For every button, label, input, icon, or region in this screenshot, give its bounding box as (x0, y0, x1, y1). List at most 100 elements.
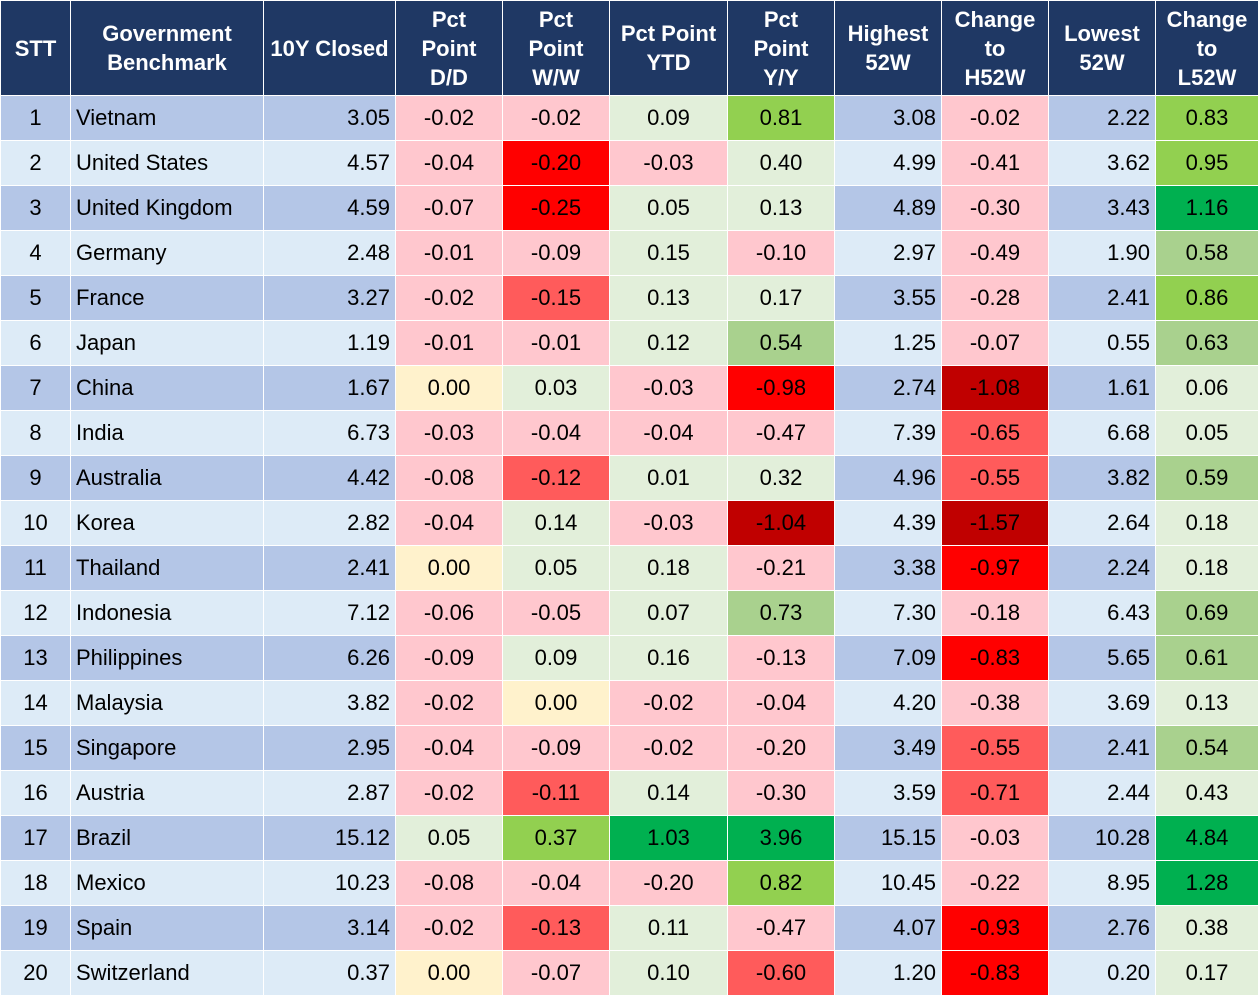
cell-country: Mexico (70, 860, 264, 906)
cell-stt: 15 (0, 725, 71, 771)
cell-change-to-l52w: 0.17 (1155, 950, 1259, 996)
cell-country: Malaysia (70, 680, 264, 726)
cell-country: Philippines (70, 635, 264, 681)
cell-highest-52w: 1.25 (834, 320, 942, 366)
cell-pct-point-ytd: -0.04 (609, 410, 728, 456)
cell-lowest-52w: 0.20 (1048, 950, 1156, 996)
cell-stt: 16 (0, 770, 71, 816)
cell-10y-closed: 15.12 (263, 815, 396, 861)
cell-pct-point-ww: -0.11 (502, 770, 610, 816)
cell-pct-point-dd: -0.08 (395, 455, 503, 501)
header-pct-point-ww: Pct Point W/W (502, 0, 610, 96)
cell-change-to-l52w: 0.95 (1155, 140, 1259, 186)
cell-change-to-l52w: 0.58 (1155, 230, 1259, 276)
cell-lowest-52w: 1.61 (1048, 365, 1156, 411)
table-row: 9 Australia 4.42 -0.08 -0.12 0.01 0.32 4.96 -0.5… (0, 455, 1259, 501)
cell-pct-point-yy: 0.40 (727, 140, 835, 186)
table-row: 13 Philippines 6.26 -0.09 0.09 0.16 -0.13 7.09-… (0, 635, 1259, 681)
cell-lowest-52w: 1.90 (1048, 230, 1156, 276)
cell-highest-52w: 1.20 (834, 950, 942, 996)
table-row: 15 Singapore 2.95 -0.04 -0.09 -0.02 -0.20 3.49-… (0, 725, 1259, 771)
cell-lowest-52w: 2.22 (1048, 95, 1156, 141)
cell-lowest-52w: 8.95 (1048, 860, 1156, 906)
cell-change-to-h52w: -0.28 (941, 275, 1049, 321)
cell-highest-52w: 3.49 (834, 725, 942, 771)
table-row: 10 Korea 2.82 -0.04 0.14 -0.03 -1.04 4.39 -1.57 2… (0, 500, 1259, 546)
cell-country: India (70, 410, 264, 456)
cell-10y-closed: 3.27 (263, 275, 396, 321)
cell-change-to-h52w: -0.55 (941, 455, 1049, 501)
table-row: 5 France 3.27 -0.02 -0.15 0.13 0.17 3.55 -0.28 2.… (0, 275, 1259, 321)
cell-pct-point-dd: 0.05 (395, 815, 503, 861)
cell-lowest-52w: 3.43 (1048, 185, 1156, 231)
table-row: 11 Thailand 2.41 0.00 0.05 0.18 -0.21 3.38 -0.97… (0, 545, 1259, 591)
cell-pct-point-yy: 0.32 (727, 455, 835, 501)
header-government-benchmark: Government Benchmark (70, 0, 264, 96)
cell-pct-point-ytd: 0.11 (609, 905, 728, 951)
cell-pct-point-yy: 0.13 (727, 185, 835, 231)
cell-stt: 11 (0, 545, 71, 591)
cell-stt: 5 (0, 275, 71, 321)
cell-highest-52w: 4.39 (834, 500, 942, 546)
cell-change-to-l52w: 0.69 (1155, 590, 1259, 636)
cell-pct-point-ww: -0.20 (502, 140, 610, 186)
table-row: 7 China 1.67 0.00 0.03 -0.03 -0.98 2.74 -1.08 1.6… (0, 365, 1259, 411)
cell-pct-point-dd: -0.02 (395, 680, 503, 726)
header-pct-point-yy: Pct Point Y/Y (727, 0, 835, 96)
cell-change-to-h52w: -0.97 (941, 545, 1049, 591)
header-stt: STT (0, 0, 71, 96)
header-row: STT Government Benchmark 10Y Closed Pct … (0, 0, 1259, 96)
cell-lowest-52w: 2.41 (1048, 725, 1156, 771)
cell-pct-point-ytd: -0.03 (609, 140, 728, 186)
cell-country: United States (70, 140, 264, 186)
cell-change-to-l52w: 0.38 (1155, 905, 1259, 951)
cell-pct-point-ww: -0.05 (502, 590, 610, 636)
cell-highest-52w: 3.08 (834, 95, 942, 141)
cell-country: Spain (70, 905, 264, 951)
cell-pct-point-ytd: 0.05 (609, 185, 728, 231)
cell-pct-point-yy: -0.21 (727, 545, 835, 591)
cell-pct-point-yy: -0.10 (727, 230, 835, 276)
cell-pct-point-ww: -0.02 (502, 95, 610, 141)
cell-lowest-52w: 6.68 (1048, 410, 1156, 456)
cell-stt: 8 (0, 410, 71, 456)
cell-pct-point-dd: 0.00 (395, 365, 503, 411)
cell-pct-point-ww: -0.25 (502, 185, 610, 231)
cell-change-to-h52w: -0.07 (941, 320, 1049, 366)
cell-lowest-52w: 6.43 (1048, 590, 1156, 636)
cell-lowest-52w: 3.82 (1048, 455, 1156, 501)
cell-pct-point-yy: -0.30 (727, 770, 835, 816)
cell-pct-point-yy: 0.17 (727, 275, 835, 321)
cell-change-to-h52w: -0.65 (941, 410, 1049, 456)
cell-pct-point-yy: -0.98 (727, 365, 835, 411)
cell-pct-point-ww: -0.04 (502, 410, 610, 456)
cell-stt: 4 (0, 230, 71, 276)
cell-lowest-52w: 2.44 (1048, 770, 1156, 816)
cell-pct-point-ww: 0.09 (502, 635, 610, 681)
cell-pct-point-ytd: -0.02 (609, 680, 728, 726)
table-row: 4 Germany 2.48 -0.01 -0.09 0.15 -0.10 2.97 -0.49… (0, 230, 1259, 276)
table-row: 12 Indonesia 7.12 -0.06 -0.05 0.07 0.73 7.30 -0.… (0, 590, 1259, 636)
header-lowest-52w: Lowest 52W (1048, 0, 1156, 96)
cell-country: Brazil (70, 815, 264, 861)
cell-highest-52w: 3.38 (834, 545, 942, 591)
cell-highest-52w: 4.99 (834, 140, 942, 186)
cell-10y-closed: 1.67 (263, 365, 396, 411)
cell-pct-point-yy: -0.47 (727, 410, 835, 456)
cell-country: Korea (70, 500, 264, 546)
cell-pct-point-dd: -0.03 (395, 410, 503, 456)
cell-10y-closed: 2.95 (263, 725, 396, 771)
cell-pct-point-dd: -0.04 (395, 725, 503, 771)
cell-highest-52w: 4.89 (834, 185, 942, 231)
cell-stt: 3 (0, 185, 71, 231)
header-10y-closed: 10Y Closed (263, 0, 396, 96)
cell-pct-point-dd: -0.08 (395, 860, 503, 906)
cell-change-to-h52w: -0.38 (941, 680, 1049, 726)
cell-pct-point-yy: 0.54 (727, 320, 835, 366)
cell-change-to-l52w: 1.16 (1155, 185, 1259, 231)
cell-stt: 10 (0, 500, 71, 546)
cell-10y-closed: 6.26 (263, 635, 396, 681)
cell-highest-52w: 7.09 (834, 635, 942, 681)
table-row: 6 Japan 1.19 -0.01 -0.01 0.12 0.54 1.25 -0.07 0.5… (0, 320, 1259, 366)
cell-country: China (70, 365, 264, 411)
